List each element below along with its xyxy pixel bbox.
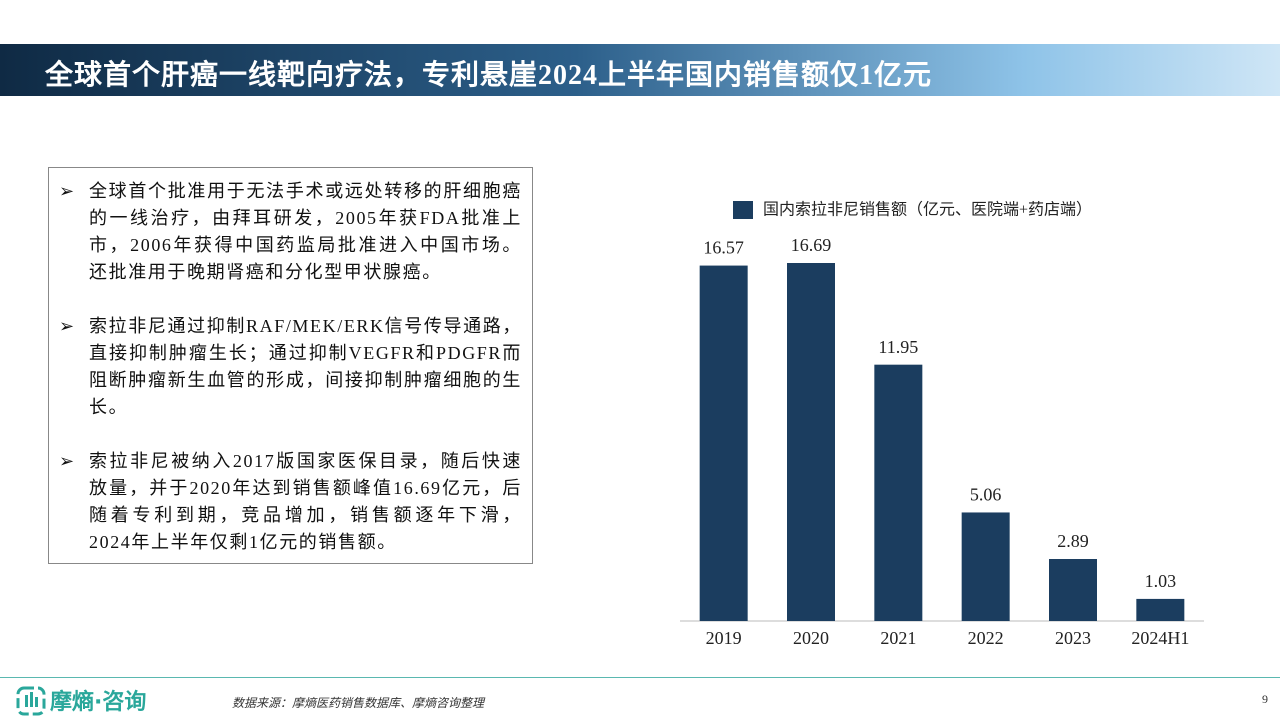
bar	[961, 512, 1010, 621]
data-label: 5.06	[970, 485, 1002, 505]
data-label: 11.95	[878, 337, 918, 357]
x-tick-label: 2023	[1055, 628, 1091, 648]
legend-swatch	[733, 201, 753, 219]
x-tick-label: 2024H1	[1131, 628, 1189, 648]
source-note: 数据来源：摩熵医药销售数据库、摩熵咨询整理	[232, 696, 485, 710]
x-tick-label: 2022	[968, 628, 1004, 648]
footer-line	[0, 677, 1280, 678]
page-number: 9	[1262, 692, 1268, 706]
x-tick-label: 2021	[880, 628, 916, 648]
bullet: 索拉非尼被纳入2017版国家医保目录，随后快速放量，并于2020年达到销售额峰值…	[59, 448, 522, 556]
data-label: 1.03	[1145, 571, 1177, 591]
legend-label: 国内索拉非尼销售额（亿元、医院端+药店端）	[763, 201, 1092, 219]
data-label: 16.57	[703, 238, 744, 258]
title: 全球首个肝癌一线靶向疗法，专利悬崖2024上半年国内销售额仅1亿元	[45, 60, 933, 91]
bar	[787, 263, 835, 621]
brand: 摩熵·咨询	[50, 690, 147, 715]
logo-icon	[16, 686, 46, 716]
title-bar: 全球首个肝癌一线靶向疗法，专利悬崖2024上半年国内销售额仅1亿元	[0, 44, 1280, 96]
data-label: 2.89	[1057, 531, 1089, 551]
bar	[1136, 598, 1185, 621]
x-tick-label: 2020	[793, 628, 829, 648]
bar	[874, 364, 923, 621]
data-label: 16.69	[791, 235, 832, 255]
bar	[1049, 559, 1097, 621]
bar	[699, 265, 748, 621]
text-box: 全球首个批准用于无法手术或远处转移的肝细胞癌的一线治疗，由拜耳研发，2005年获…	[48, 167, 533, 564]
bullet: 全球首个批准用于无法手术或远处转移的肝细胞癌的一线治疗，由拜耳研发，2005年获…	[59, 178, 522, 286]
bullet: 索拉非尼通过抑制RAF/MEK/ERK信号传导通路，直接抑制肿瘤生长；通过抑制V…	[59, 313, 522, 421]
x-tick-label: 2019	[706, 628, 742, 648]
